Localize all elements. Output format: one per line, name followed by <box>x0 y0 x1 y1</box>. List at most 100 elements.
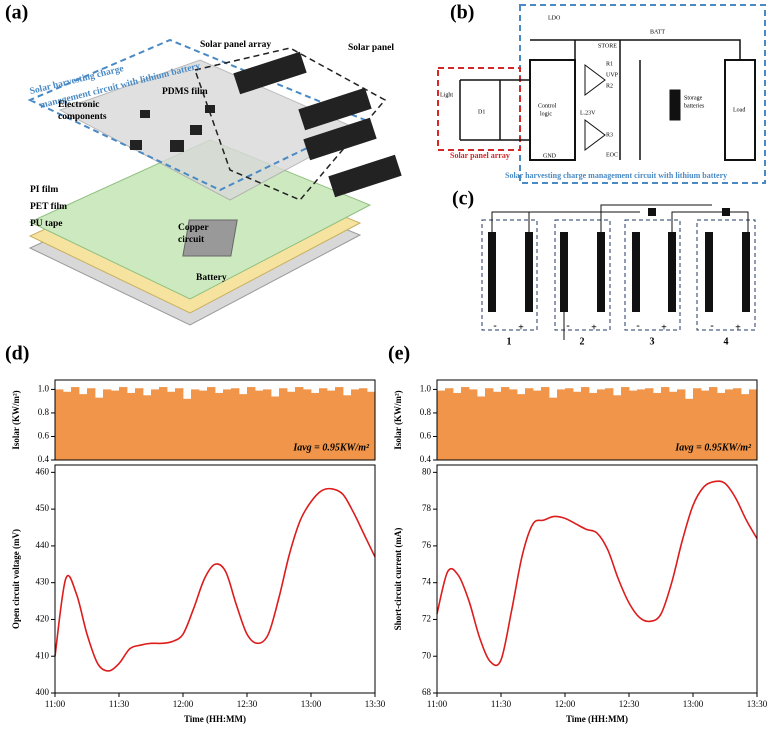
irradiance-bar <box>637 389 646 460</box>
irradiance-bar <box>701 390 710 460</box>
irradiance-bar <box>151 389 160 460</box>
annotation: Iavg = 0.95KW/m² <box>292 442 370 453</box>
y-tick-label: 460 <box>36 466 50 476</box>
cell-label: 2 <box>580 336 585 347</box>
irradiance-bar <box>445 388 454 460</box>
irradiance-bar <box>79 394 88 460</box>
label: Light <box>440 92 453 98</box>
irradiance-bar <box>525 388 534 460</box>
irradiance-bar <box>581 387 590 460</box>
x-tick-label: 12:00 <box>173 699 194 709</box>
panel-label: (a) <box>5 2 28 24</box>
data-line <box>436 480 758 667</box>
irradiance-bar <box>135 388 144 460</box>
cells <box>481 204 756 340</box>
cell-minus: - <box>710 320 713 331</box>
x-tick-label: 12:30 <box>237 699 258 709</box>
label: Solar panel <box>348 43 394 53</box>
irradiance-bar <box>319 388 328 460</box>
irradiance-bar <box>351 389 360 460</box>
cell-plus: + <box>518 322 524 333</box>
irradiance-bar <box>343 395 352 460</box>
irradiance-bar <box>119 387 128 460</box>
panel-label: (b) <box>450 2 474 24</box>
cell-minus: - <box>493 320 496 331</box>
x-tick-label: 11:30 <box>491 699 512 709</box>
irradiance-bar <box>733 388 742 460</box>
label: circuit <box>178 235 205 245</box>
irradiance-bar <box>95 397 104 460</box>
y-tick-label: 1.0 <box>420 383 432 393</box>
irradiance-bar <box>295 387 304 460</box>
y-tick-label: 80 <box>422 466 432 476</box>
irradiance-bar <box>613 395 622 460</box>
irradiance-bar <box>271 396 280 460</box>
irradiance-bar <box>335 387 344 460</box>
irradiance-bar <box>493 391 502 460</box>
y-tick-label: 68 <box>422 687 432 697</box>
irradiance-bar <box>693 388 702 460</box>
irradiance-bar <box>717 392 726 460</box>
y-tick-label: 0.4 <box>38 454 50 464</box>
irradiance-bar <box>63 391 72 460</box>
layer-stack <box>27 38 402 326</box>
cell-plus: + <box>591 322 597 333</box>
y-tick-label: 0.8 <box>38 407 50 417</box>
x-tick-label: 11:30 <box>109 699 130 709</box>
cell-minus: - <box>636 320 639 331</box>
irradiance-bar <box>87 388 96 460</box>
y-axis-label: Short-circuit current (mA) <box>393 528 403 631</box>
label: PI film <box>30 185 58 195</box>
irradiance-bar <box>327 390 336 460</box>
irradiance-bar <box>573 391 582 460</box>
panel-label: (d) <box>5 343 29 365</box>
irradiance-bar <box>103 389 112 460</box>
plot-frame <box>54 464 376 694</box>
label: LDO <box>548 15 561 21</box>
irradiance-bar <box>111 390 120 460</box>
label: EOC <box>606 152 618 158</box>
cell-label: 3 <box>650 336 655 347</box>
y-tick-label: 0.6 <box>38 431 50 441</box>
y-tick-label: 72 <box>422 614 431 624</box>
irradiance-bar <box>223 389 232 460</box>
irradiance-bar <box>645 388 654 460</box>
plot-frame <box>436 464 758 694</box>
label: UVP <box>606 72 619 78</box>
irradiance-bar <box>509 389 518 460</box>
irradiance-bar <box>207 387 216 460</box>
irradiance-bar <box>437 390 446 460</box>
plot-frame <box>436 379 758 461</box>
y-tick-label: 400 <box>36 687 50 697</box>
irradiance-bar <box>311 392 320 460</box>
x-tick-label: 13:00 <box>301 699 322 709</box>
label: R1 <box>606 61 613 67</box>
label: R2 <box>606 83 613 89</box>
annotation: Iavg = 0.95KW/m² <box>674 442 752 453</box>
panel-label: (c) <box>452 188 474 210</box>
plot-frame <box>54 379 376 461</box>
irradiance-bar <box>461 387 470 460</box>
label: Solar panel array <box>200 40 271 50</box>
irradiance-bar <box>605 388 614 460</box>
cell-label: 1 <box>507 336 512 347</box>
irradiance-bar <box>175 388 184 460</box>
y-tick-label: 410 <box>36 650 50 660</box>
y-tick-label: 440 <box>36 540 50 550</box>
irradiance-bar <box>709 387 718 460</box>
irradiance-bar <box>367 391 376 460</box>
label: Load <box>733 107 745 113</box>
irradiance-bar <box>247 387 256 460</box>
irradiance-bar <box>279 388 288 460</box>
irradiance-bar <box>303 389 312 460</box>
irradiance-bar <box>629 390 638 460</box>
irradiance-bar <box>533 390 542 460</box>
label: PDMS film <box>162 87 208 97</box>
irradiance-bar <box>597 389 606 460</box>
label: Battery <box>196 273 227 283</box>
irradiance-bar <box>159 387 168 460</box>
label: PET film <box>30 202 67 212</box>
x-tick-label: 12:00 <box>555 699 576 709</box>
x-tick-label: 11:00 <box>427 699 448 709</box>
y-tick-label: 0.4 <box>420 454 432 464</box>
